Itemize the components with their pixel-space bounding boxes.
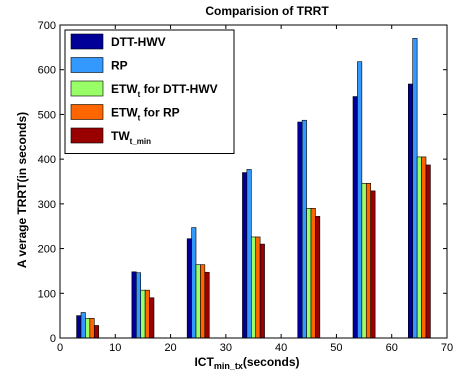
y-axis-label: A verage TRRT(in seconds) <box>15 112 29 268</box>
x-tick-label: 10 <box>109 342 121 354</box>
legend-label-main: RP <box>111 59 128 73</box>
bar-4-7 <box>421 156 427 339</box>
bar-1-6 <box>352 96 358 339</box>
bar-3-5 <box>306 208 312 339</box>
x-tick-label: 30 <box>220 342 232 354</box>
x-axis-label: ICTmin_tx(seconds) <box>194 355 299 371</box>
legend-label-main: ETW <box>111 106 138 120</box>
legend-label-main: ETW <box>111 82 138 96</box>
legend-label: DTT-HWV <box>111 35 166 49</box>
bar-1-2 <box>131 271 137 339</box>
x-tick-label: 70 <box>441 342 453 354</box>
x-tick-label: 40 <box>275 342 287 354</box>
bar-3-3 <box>195 264 201 339</box>
legend-label-main: DTT-HWV <box>111 35 166 49</box>
bar-3-1 <box>85 318 91 339</box>
legend-label: RP <box>111 59 128 73</box>
bar-5-7 <box>425 164 431 339</box>
bar-1-5 <box>297 121 303 339</box>
legend-swatch <box>70 80 104 97</box>
bar-3-6 <box>361 182 367 339</box>
bar-2-2 <box>135 272 142 339</box>
bar-4-4 <box>255 236 261 339</box>
bar-5-5 <box>315 216 321 339</box>
bar-5-4 <box>259 243 265 339</box>
bar-5-1 <box>93 325 99 339</box>
bar-5-6 <box>370 190 376 339</box>
bar-3-7 <box>416 156 422 339</box>
bar-4-3 <box>200 264 206 339</box>
bar-4-1 <box>89 318 95 339</box>
y-tick-label: 0 <box>50 333 56 345</box>
bar-2-7 <box>412 38 418 339</box>
bar-2-1 <box>80 312 86 339</box>
y-tick-label: 400 <box>38 154 56 166</box>
chart-title: Comparision of TRRT <box>205 4 329 18</box>
legend-label: TWt_min <box>111 129 151 146</box>
x-tick-label: 50 <box>330 342 342 354</box>
bar-2-5 <box>301 119 307 339</box>
bar-3-4 <box>250 236 257 339</box>
bar-3-2 <box>140 289 146 339</box>
legend-label-sub: t <box>138 90 141 99</box>
bar-2-4 <box>246 169 252 339</box>
x-tick-label: 0 <box>57 342 63 354</box>
legend-swatch <box>70 127 104 144</box>
legend-label-suffix: for DTT-HWV <box>140 82 217 96</box>
bar-1-4 <box>242 172 248 339</box>
y-tick-label: 200 <box>38 244 56 256</box>
x-tick-label: 20 <box>164 342 176 354</box>
y-tick-label: 100 <box>38 288 56 300</box>
bar-2-6 <box>357 61 363 339</box>
legend-label: ETWt for DTT-HWV <box>111 82 218 99</box>
bar-1-1 <box>76 315 82 339</box>
x-tick-label: 60 <box>386 342 398 354</box>
bar-1-3 <box>186 238 192 339</box>
y-tick-label: 600 <box>38 65 56 77</box>
legend-label: ETWt for RP <box>111 106 180 123</box>
legend-label-main: TW <box>111 129 130 143</box>
bar-4-2 <box>144 289 150 339</box>
y-tick-label: 300 <box>38 199 56 211</box>
legend-label-sub: t_min <box>130 137 151 146</box>
y-tick-label: 500 <box>38 109 56 121</box>
bar-2-3 <box>191 227 197 339</box>
legend-label-suffix: for RP <box>140 106 179 120</box>
legend-swatch <box>70 104 104 120</box>
bar-4-5 <box>310 208 316 339</box>
legend-swatch <box>70 57 104 73</box>
bar-5-3 <box>204 271 210 339</box>
x-axis-label-suffix: (seconds) <box>243 355 300 369</box>
bar-5-2 <box>149 297 155 339</box>
legend-label-sub: t <box>138 114 141 123</box>
bar-1-7 <box>407 83 414 339</box>
y-tick-label: 700 <box>38 20 56 32</box>
x-axis-label-main: ICT <box>194 355 214 369</box>
x-axis-label-sub: min_tx <box>214 361 243 371</box>
plot-frame <box>59 24 448 339</box>
legend-swatch <box>70 33 104 50</box>
bar-4-6 <box>365 182 371 339</box>
